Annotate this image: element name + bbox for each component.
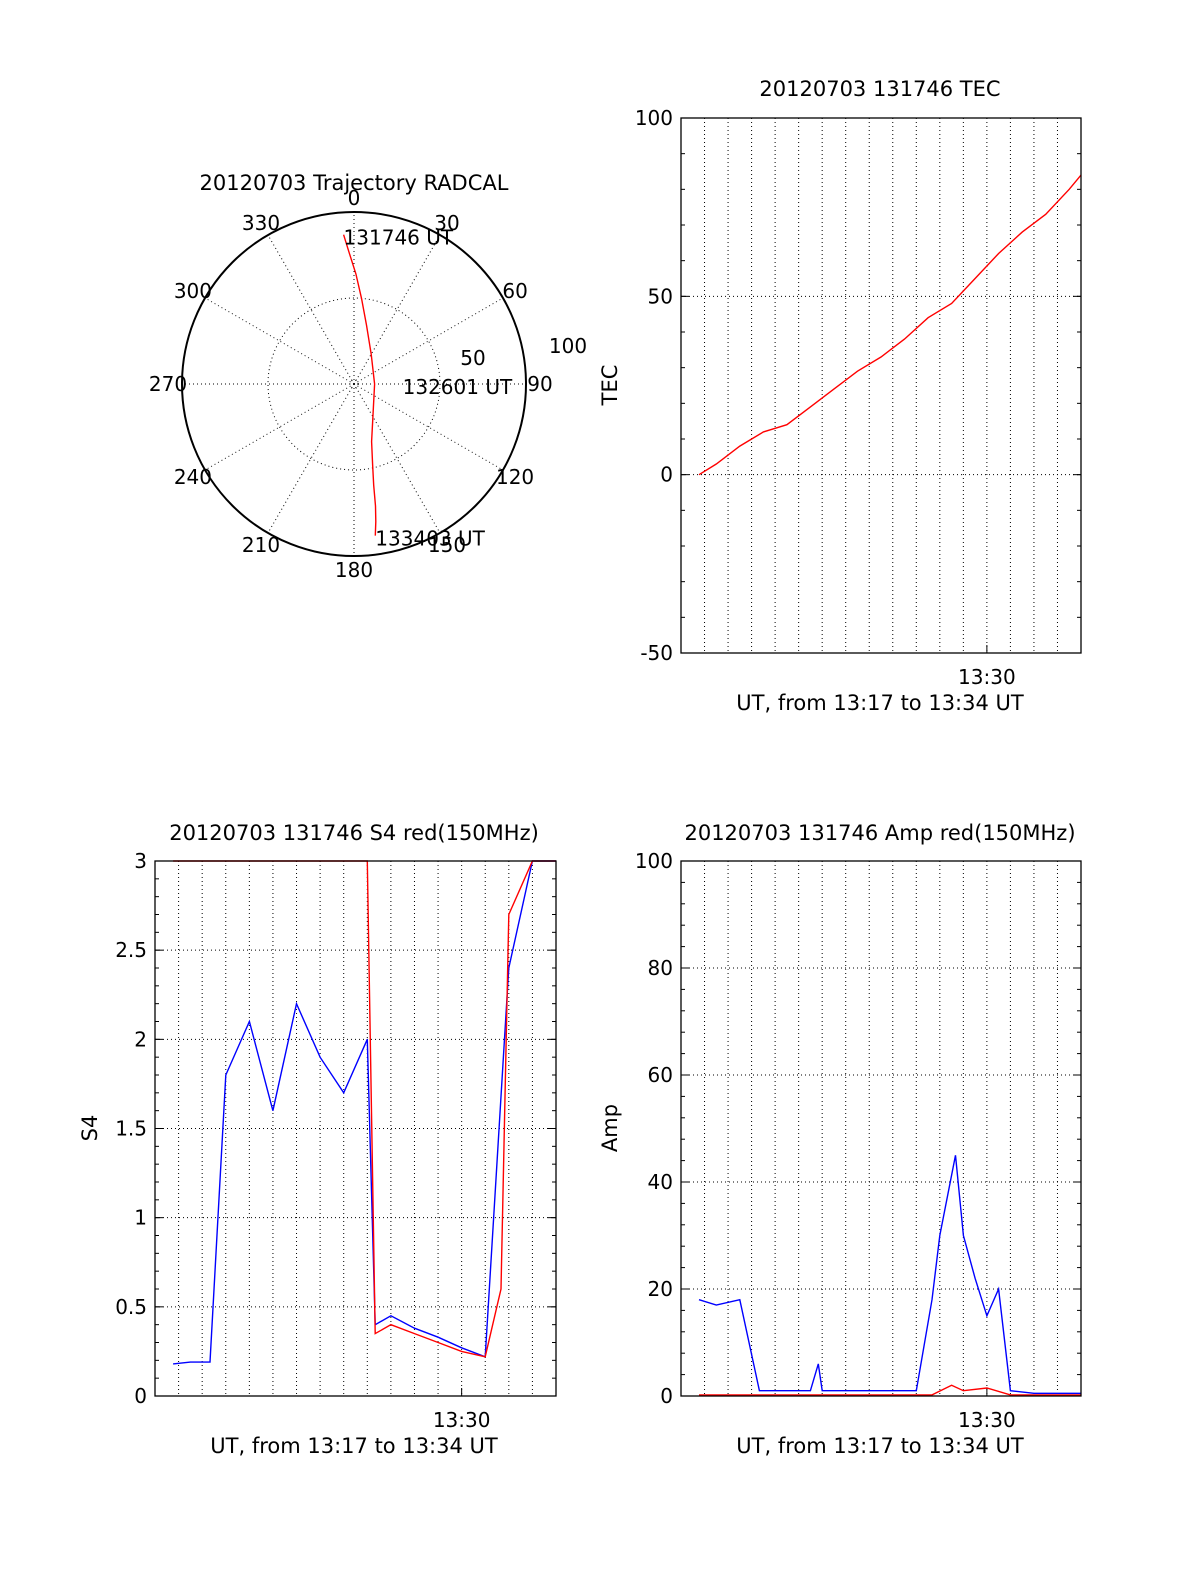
y-tick-label: 0 xyxy=(660,463,673,487)
amp-panel: 20120703 131746 Amp red(150MHz) Amp UT, … xyxy=(598,821,1082,1458)
polar-spoke xyxy=(353,383,504,471)
y-tick-label: 40 xyxy=(648,1170,673,1194)
s4-plot-area: 0 0.5 1 1.5 2 2.5 3 13:30 xyxy=(115,849,557,1432)
series-line xyxy=(173,860,556,1358)
polar-grid-ring xyxy=(267,297,441,471)
s4-panel: 20120703 131746 S4 red(150MHz) S4 UT, fr… xyxy=(78,821,557,1458)
tec-title: 20120703 131746 TEC xyxy=(759,77,1000,101)
plot-frame xyxy=(680,117,1082,654)
y-tick-label: 80 xyxy=(648,956,673,980)
y-tick-label: 100 xyxy=(635,849,673,873)
tec-plot-area: -50 0 50 100 13:30 xyxy=(635,106,1082,689)
polar-spoke xyxy=(353,383,441,534)
s4-title: 20120703 131746 S4 red(150MHz) xyxy=(169,821,539,845)
trajectory-time-label: 133403 UT xyxy=(375,527,485,551)
polar-plot: 131746 UT 132601 UT 133403 UT xyxy=(342,226,513,551)
series-line xyxy=(699,1384,1081,1396)
y-tick-label: 50 xyxy=(648,284,673,308)
tec-x-axis-label: UT, from 13:17 to 13:34 UT xyxy=(736,691,1024,715)
polar-grid: 0 30 60 90 120 150 180 210 240 270 300 330 50 100 xyxy=(149,186,587,582)
trajectory-line xyxy=(342,234,377,536)
series-line xyxy=(698,174,1082,476)
polar-angle-label: 270 xyxy=(149,372,187,396)
x-tick-label: 13:30 xyxy=(958,665,1016,689)
y-tick-label: 2.5 xyxy=(115,938,147,962)
y-tick-label: -50 xyxy=(640,641,673,665)
y-tick-label: 1.5 xyxy=(115,1117,147,1141)
polar-angle-label: 330 xyxy=(242,211,280,235)
y-tick-label: 60 xyxy=(648,1063,673,1087)
series-line xyxy=(173,860,556,1365)
amp-x-axis-label: UT, from 13:17 to 13:34 UT xyxy=(736,1434,1024,1458)
polar-angle-label: 0 xyxy=(348,186,361,210)
amp-title: 20120703 131746 Amp red(150MHz) xyxy=(684,821,1075,845)
polar-angle-label: 120 xyxy=(496,465,534,489)
y-tick-label: 2 xyxy=(134,1027,147,1051)
trajectory-time-label: 132601 UT xyxy=(403,375,513,399)
polar-radius-label: 50 xyxy=(460,346,485,370)
polar-angle-label: 210 xyxy=(242,533,280,557)
x-tick-label: 13:30 xyxy=(433,1408,491,1432)
polar-outer-ring xyxy=(181,211,527,557)
trajectory-time-label: 131746 UT xyxy=(344,226,454,250)
polar-spoke xyxy=(353,297,504,385)
y-tick-label: 1 xyxy=(134,1206,147,1230)
amp-y-axis-label: Amp xyxy=(598,1104,622,1152)
y-tick-label: 0 xyxy=(660,1384,673,1408)
plot-frame xyxy=(680,860,1082,1397)
polar-angle-label: 150 xyxy=(428,533,466,557)
tec-panel: 20120703 131746 TEC TEC UT, from 13:17 t… xyxy=(598,77,1082,715)
x-tick-label: 13:30 xyxy=(958,1408,1016,1432)
polar-spoke xyxy=(267,383,355,534)
polar-spoke xyxy=(204,383,355,471)
trajectory-title: 20120703 Trajectory RADCAL xyxy=(200,171,509,195)
plot-frame xyxy=(154,860,557,1397)
s4-x-axis-label: UT, from 13:17 to 13:34 UT xyxy=(210,1434,498,1458)
amp-plot-area: 0 20 40 60 80 100 13:30 xyxy=(635,849,1082,1432)
polar-angle-label: 240 xyxy=(174,465,212,489)
polar-angle-label: 30 xyxy=(434,211,459,235)
polar-radius-label: 100 xyxy=(549,334,587,358)
polar-spoke xyxy=(267,234,355,385)
y-tick-label: 100 xyxy=(635,106,673,130)
polar-angle-label: 90 xyxy=(527,372,552,396)
polar-spoke xyxy=(204,297,355,385)
tec-y-axis-label: TEC xyxy=(598,365,622,407)
y-tick-label: 3 xyxy=(134,849,147,873)
y-tick-label: 0 xyxy=(134,1384,147,1408)
polar-angle-label: 300 xyxy=(174,279,212,303)
polar-angle-label: 180 xyxy=(335,558,373,582)
trajectory-panel: 20120703 Trajectory RADCAL 0 30 60 90 120 150… xyxy=(149,171,587,582)
polar-angle-label: 60 xyxy=(502,279,527,303)
s4-y-axis-label: S4 xyxy=(78,1115,102,1142)
y-tick-label: 20 xyxy=(648,1277,673,1301)
y-tick-label: 0.5 xyxy=(115,1295,147,1319)
polar-spoke xyxy=(353,234,441,385)
series-line xyxy=(698,1155,1081,1394)
